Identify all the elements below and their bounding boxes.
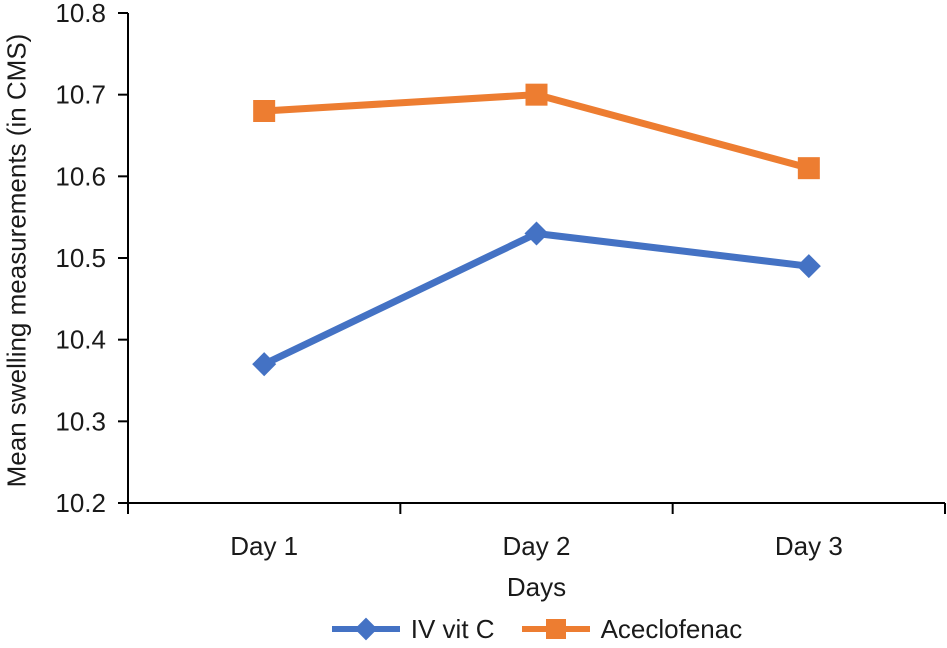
y-tick-label: 10.7: [55, 80, 106, 110]
legend-label-iv-vit-c: IV vit C: [410, 613, 495, 644]
x-axis-title: Days: [506, 572, 567, 602]
x-category-label: Day 1: [230, 531, 298, 561]
legend: IV vit C Aceclofenac: [128, 610, 945, 648]
y-tick-label: 10.4: [55, 325, 106, 355]
marker-diamond-iv-vit-c: [796, 254, 821, 279]
marker-square-aceclofenac: [797, 157, 820, 180]
y-axis-title: Mean swelling measurements (in CMS): [1, 33, 32, 488]
marker-square-aceclofenac: [525, 83, 548, 106]
diamond-marker-icon: [354, 617, 378, 641]
x-category-label: Day 3: [775, 531, 843, 561]
legend-swatch-square: [521, 619, 590, 639]
square-marker-icon: [545, 619, 566, 639]
y-tick-label: 10.8: [55, 0, 106, 28]
legend-swatch-diamond: [331, 617, 400, 641]
marker-square-aceclofenac: [253, 100, 276, 122]
legend-item-aceclofenac: Aceclofenac: [521, 613, 743, 645]
series-line-aceclofenac: [263, 91, 810, 172]
y-tick-label: 10.2: [55, 488, 106, 518]
x-category-label: Day 2: [503, 531, 571, 561]
marker-diamond-iv-vit-c: [252, 352, 277, 377]
y-tick-label: 10.5: [55, 243, 106, 273]
legend-item-iv-vit-c: IV vit C: [331, 614, 495, 645]
marker-diamond-iv-vit-c: [524, 221, 549, 246]
y-tick-label: 10.6: [55, 161, 106, 191]
series-line-iv-vit-c: [262, 230, 810, 368]
legend-label-aceclofenac: Aceclofenac: [600, 613, 743, 644]
y-tick-label: 10.3: [55, 406, 106, 436]
